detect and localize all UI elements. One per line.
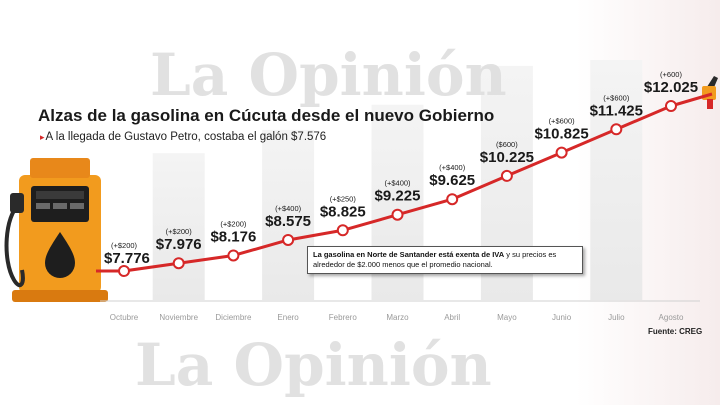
chart-title: Alzas de la gasolina en Cúcuta desde el … bbox=[38, 106, 495, 125]
increase-label: (+$200) bbox=[220, 219, 247, 228]
data-point bbox=[172, 257, 185, 270]
data-point bbox=[555, 146, 568, 159]
column-band bbox=[262, 129, 315, 300]
line-plot: $7.776(+$200)Octubre$7.976(+$200)Noviemb… bbox=[96, 70, 713, 322]
increase-label: (+$400) bbox=[384, 179, 411, 188]
x-tick-label: Agosto bbox=[659, 313, 684, 322]
triangle-icon: ▸ bbox=[40, 132, 45, 142]
subtitle-text: A la llegada de Gustavo Petro, costaba e… bbox=[45, 131, 327, 143]
note-bold: La gasolina en Norte de Santander está e… bbox=[313, 250, 505, 259]
chart-subtitle: ▸A la llegada de Gustavo Petro, costaba … bbox=[40, 131, 326, 143]
series-line bbox=[123, 92, 713, 273]
increase-label: (+$600) bbox=[549, 117, 576, 126]
x-tick-label: Octubre bbox=[110, 313, 139, 322]
data-point bbox=[500, 169, 513, 182]
value-label: $10.825 bbox=[534, 126, 588, 143]
value-label: $11.425 bbox=[590, 102, 643, 119]
x-tick-label: Noviembre bbox=[159, 313, 198, 322]
column-band bbox=[590, 60, 643, 300]
x-tick-label: Julio bbox=[608, 313, 625, 322]
data-point bbox=[446, 193, 459, 206]
value-label: $8.575 bbox=[265, 213, 311, 230]
data-point bbox=[391, 208, 404, 221]
note-rest: y su precios es alrededor de $2.000 meno… bbox=[313, 250, 557, 269]
x-tick-label: Febrero bbox=[329, 313, 358, 322]
x-tick-label: Mayo bbox=[497, 313, 517, 322]
data-point bbox=[336, 224, 349, 237]
column-band bbox=[152, 153, 205, 300]
data-point bbox=[118, 265, 130, 277]
increase-label: (+$600) bbox=[603, 93, 630, 102]
data-point bbox=[665, 100, 677, 112]
data-point bbox=[227, 249, 240, 262]
value-label: $7.976 bbox=[156, 236, 202, 253]
x-tick-label: Abril bbox=[444, 313, 460, 322]
data-point bbox=[610, 123, 623, 136]
watermark-top: La Opinión bbox=[150, 41, 507, 109]
increase-label: (+$400) bbox=[275, 204, 302, 213]
increase-label: (+$200) bbox=[166, 227, 193, 236]
x-tick-label: Junio bbox=[552, 313, 572, 322]
increase-label: ($600) bbox=[496, 140, 518, 149]
value-label: $9.225 bbox=[375, 188, 421, 205]
value-label: $10.225 bbox=[480, 149, 534, 166]
data-point bbox=[282, 233, 295, 246]
x-tick-label: Enero bbox=[277, 313, 299, 322]
gas-pump-icon bbox=[4, 158, 108, 302]
increase-label: (+$200) bbox=[111, 241, 138, 250]
increase-label: (+600) bbox=[660, 70, 682, 79]
x-tick-label: Diciembre bbox=[215, 313, 252, 322]
value-label: $7.776 bbox=[104, 250, 150, 267]
watermark-bottom: La Opinión bbox=[135, 331, 492, 399]
value-label: $8.176 bbox=[210, 228, 256, 245]
increase-label: (+$400) bbox=[439, 163, 466, 172]
value-label: $8.825 bbox=[320, 203, 366, 220]
x-tick-label: Marzo bbox=[386, 313, 409, 322]
info-note: La gasolina en Norte de Santander está e… bbox=[307, 246, 583, 274]
increase-label: (+$250) bbox=[330, 194, 357, 203]
value-label: $12.025 bbox=[644, 79, 698, 96]
value-label: $9.625 bbox=[429, 172, 475, 189]
source-label: Fuente: CREG bbox=[648, 327, 703, 336]
